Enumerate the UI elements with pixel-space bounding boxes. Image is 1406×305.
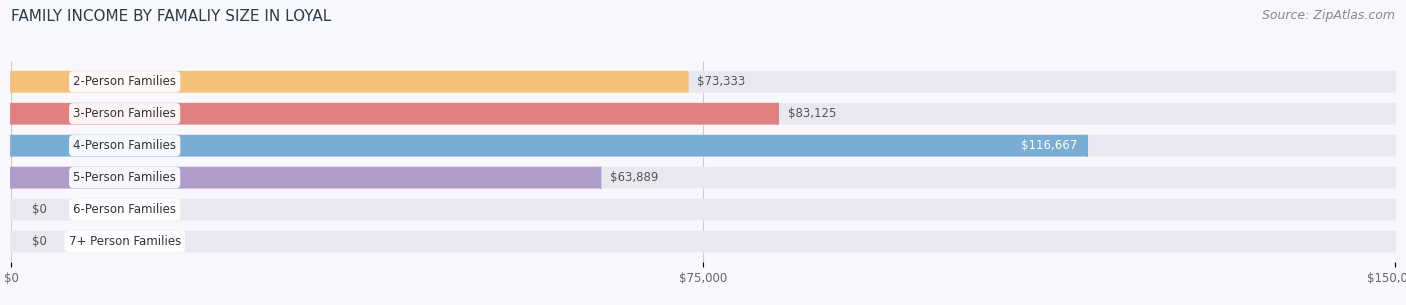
Text: 2-Person Families: 2-Person Families bbox=[73, 75, 176, 88]
Text: Source: ZipAtlas.com: Source: ZipAtlas.com bbox=[1261, 9, 1395, 22]
FancyBboxPatch shape bbox=[11, 231, 1395, 253]
Text: $116,667: $116,667 bbox=[1021, 139, 1077, 152]
Text: $63,889: $63,889 bbox=[610, 171, 658, 184]
Text: 7+ Person Families: 7+ Person Families bbox=[69, 235, 181, 248]
FancyBboxPatch shape bbox=[11, 167, 600, 188]
Text: $0: $0 bbox=[32, 203, 46, 216]
Text: 6-Person Families: 6-Person Families bbox=[73, 203, 176, 216]
FancyBboxPatch shape bbox=[11, 103, 778, 124]
Text: 5-Person Families: 5-Person Families bbox=[73, 171, 176, 184]
FancyBboxPatch shape bbox=[11, 103, 1395, 124]
Text: 4-Person Families: 4-Person Families bbox=[73, 139, 176, 152]
FancyBboxPatch shape bbox=[11, 71, 1395, 93]
FancyBboxPatch shape bbox=[11, 135, 1087, 156]
Text: $83,125: $83,125 bbox=[787, 107, 837, 120]
Text: FAMILY INCOME BY FAMALIY SIZE IN LOYAL: FAMILY INCOME BY FAMALIY SIZE IN LOYAL bbox=[11, 9, 332, 24]
FancyBboxPatch shape bbox=[11, 135, 1395, 156]
FancyBboxPatch shape bbox=[11, 71, 688, 93]
FancyBboxPatch shape bbox=[11, 167, 1395, 188]
Text: $73,333: $73,333 bbox=[697, 75, 745, 88]
Text: $0: $0 bbox=[32, 235, 46, 248]
FancyBboxPatch shape bbox=[11, 199, 1395, 221]
Text: 3-Person Families: 3-Person Families bbox=[73, 107, 176, 120]
